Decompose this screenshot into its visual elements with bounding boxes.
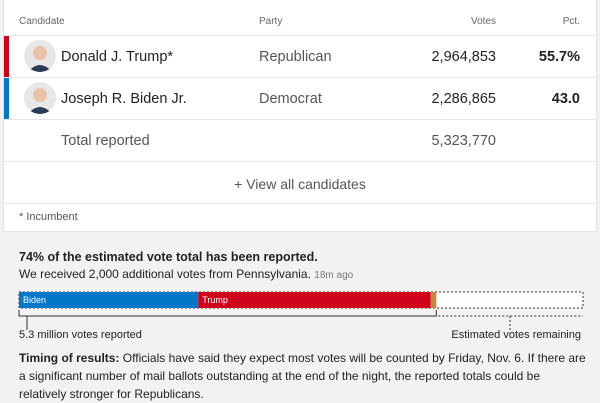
avatar-icon (28, 88, 52, 114)
candidate-row: Joseph R. Biden Jr. Democrat 2,286,865 43.0 (4, 78, 596, 120)
votes: 2,286,865 (431, 91, 496, 107)
footnote: * Incumbent (19, 211, 78, 223)
reported-label: 5.3 million votes reported (19, 329, 142, 341)
party: Democrat (259, 91, 322, 107)
bar-label: Biden (23, 295, 46, 305)
total-votes: 5,323,770 (431, 133, 496, 149)
col-header: Votes (470, 16, 496, 27)
bar-segment-others (430, 292, 437, 308)
avatar-icon (28, 46, 52, 72)
view-all-button[interactable]: + View all candidates (4, 162, 596, 204)
party-stripe (4, 36, 9, 77)
timing: Timing of results: Officials have said t… (19, 349, 589, 403)
avatar (24, 82, 56, 114)
candidate-row: Donald J. Trump* Republican 2,964,853 55.7% (4, 36, 596, 78)
bar-segment (19, 292, 199, 308)
col-header: Pct. (562, 16, 580, 27)
bar-segment (198, 292, 431, 308)
timing-text: Officials have said they expect most vot… (19, 351, 586, 401)
timing-label: Timing of results: (19, 351, 120, 365)
headline: 74% of the estimated vote total has been… (19, 250, 318, 264)
update-time: 18m ago (314, 270, 354, 281)
party: Republican (259, 49, 332, 65)
headline-pct: 74% (19, 250, 45, 264)
results-table: Candidate Party Votes Pct. Donald J. Tru… (3, 0, 597, 232)
bar-label: Trump (202, 295, 228, 305)
votes: 2,964,853 (431, 49, 496, 65)
update-text: We received 2,000 additional votes from … (19, 267, 311, 281)
update: We received 2,000 additional votes from … (19, 267, 353, 281)
pct: 55.7% (538, 49, 580, 65)
total-label: Total reported (61, 133, 150, 149)
candidate-name: Donald J. Trump* (61, 49, 174, 65)
reported-bracket (18, 310, 437, 330)
party-stripe (4, 78, 9, 119)
remaining-label: Estimated votes remaining (451, 329, 581, 341)
pct: 43.0 (551, 91, 580, 107)
total-row: Total reported 5,323,770 (4, 120, 596, 162)
header-row: Candidate Party Votes Pct. (4, 0, 596, 36)
col-header: Candidate (19, 16, 65, 27)
col-header: Party (259, 16, 283, 27)
remaining-bracket (438, 315, 583, 330)
avatar (24, 40, 56, 72)
candidate-name: Joseph R. Biden Jr. (61, 91, 187, 107)
headline-text: of the estimated vote total has been rep… (47, 250, 318, 264)
view-all-label: + View all candidates (234, 176, 366, 192)
